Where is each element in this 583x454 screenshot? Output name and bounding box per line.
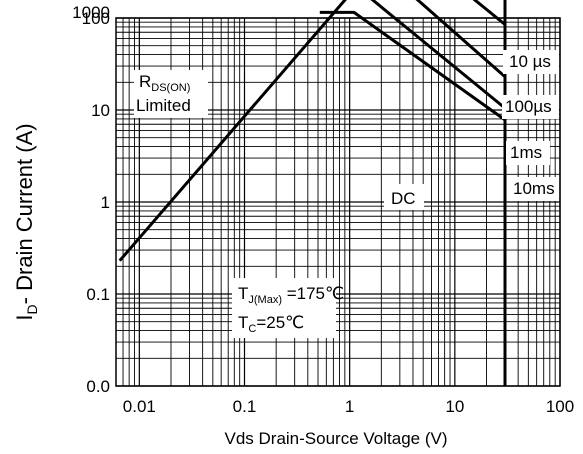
series-line-10us xyxy=(472,0,506,26)
tc-label: TC=25℃ xyxy=(238,313,304,335)
rdson-limited-label: Limited xyxy=(136,96,191,115)
y-tick-label: 0.1 xyxy=(86,285,110,304)
label-10us: 10 µs xyxy=(509,52,551,71)
x-tick-label: 10 xyxy=(445,397,464,416)
x-tick-label: 0.01 xyxy=(123,397,156,416)
y-tick-label: 10 xyxy=(91,101,110,120)
label-background xyxy=(384,184,424,210)
label-background xyxy=(506,141,550,165)
label-background xyxy=(134,70,208,118)
label-1ms: 1ms xyxy=(510,143,542,162)
plot-frame xyxy=(115,17,561,387)
x-tick-label: 0.1 xyxy=(233,397,257,416)
x-tick-labels: 0.01 0.1 1 10 100 xyxy=(123,397,574,416)
x-axis-title: Vds Drain-Source Voltage (V) xyxy=(225,429,448,448)
label-backgrounds xyxy=(134,50,559,338)
label-10ms: 10ms xyxy=(513,179,555,198)
series-line-10ms xyxy=(319,10,506,122)
series-line-rdson-limit xyxy=(118,0,347,262)
y-axis-title: ID- Drain Current (A) xyxy=(12,123,40,320)
dc-label: DC xyxy=(391,189,416,208)
series-line-100us xyxy=(415,0,506,78)
y-tick-label: 0.0 xyxy=(86,377,110,396)
tj-max-label: TJ(Max) =175℃ xyxy=(238,284,344,306)
label-100us: 100µs xyxy=(505,97,552,116)
y-tick-label: 1 xyxy=(101,193,110,212)
rdson-label: RDS(ON) xyxy=(139,72,190,94)
series-line-1ms xyxy=(370,0,506,110)
series-group xyxy=(118,0,507,386)
label-background xyxy=(503,50,559,74)
label-background xyxy=(232,278,336,338)
y-tick-label: 100 xyxy=(82,9,110,28)
label-background xyxy=(508,177,559,201)
x-tick-label: 100 xyxy=(546,397,574,416)
x-tick-label: 1 xyxy=(345,397,354,416)
label-background xyxy=(502,95,559,119)
y-tick-label: 1000 xyxy=(72,3,110,22)
